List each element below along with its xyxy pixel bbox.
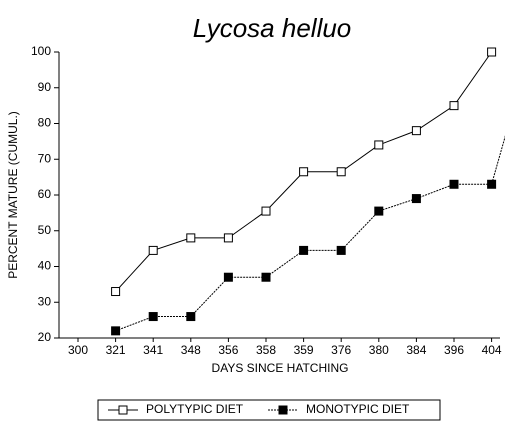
data-point: [487, 179, 497, 189]
x-tick-label: 384: [406, 343, 426, 357]
legend-marker: [278, 405, 288, 415]
data-point: [299, 245, 309, 255]
y-tick-label: 90: [38, 80, 52, 94]
legend-marker: [118, 405, 128, 415]
data-point: [186, 312, 196, 322]
legend-label: POLYTYPIC DIET: [146, 402, 244, 416]
data-point: [186, 233, 196, 243]
x-tick-label: 376: [331, 343, 351, 357]
x-tick-label: 404: [482, 343, 502, 357]
data-point: [449, 101, 459, 111]
x-tick-label: 396: [444, 343, 464, 357]
x-axis-label: DAYS SINCE HATCHING: [212, 361, 349, 375]
data-point: [261, 272, 271, 282]
x-tick-label: 358: [256, 343, 276, 357]
chart-title: Lycosa helluo: [193, 13, 352, 43]
data-point: [148, 245, 158, 255]
series-line: [115, 135, 505, 332]
data-point: [411, 194, 421, 204]
x-tick-label: 321: [106, 343, 126, 357]
y-tick-label: 20: [38, 330, 52, 344]
y-tick-label: 80: [38, 116, 52, 130]
data-point: [223, 272, 233, 282]
data-point: [374, 206, 384, 216]
legend-box: [97, 399, 441, 421]
x-tick-label: 380: [369, 343, 389, 357]
data-point: [411, 126, 421, 136]
data-point: [336, 245, 346, 255]
data-point: [111, 287, 121, 297]
x-tick-label: 348: [181, 343, 201, 357]
data-point: [111, 326, 121, 336]
y-axis-label: PERCENT MATURE (CUMUL.): [6, 111, 20, 279]
x-tick-label: 356: [218, 343, 238, 357]
x-tick-label: 359: [294, 343, 314, 357]
data-point: [374, 140, 384, 150]
x-tick-label: 341: [143, 343, 163, 357]
data-point: [449, 179, 459, 189]
y-tick-label: 50: [38, 223, 52, 237]
x-tick-label: 300: [68, 343, 88, 357]
data-point: [299, 167, 309, 177]
data-point: [261, 206, 271, 216]
data-point: [336, 167, 346, 177]
y-tick-label: 100: [31, 44, 51, 58]
y-tick-label: 60: [38, 187, 52, 201]
data-point: [148, 312, 158, 322]
y-tick-label: 30: [38, 294, 52, 308]
data-point: [223, 233, 233, 243]
y-tick-label: 40: [38, 259, 52, 273]
data-point: [487, 47, 497, 57]
y-tick-label: 70: [38, 151, 52, 165]
legend-label: MONOTYPIC DIET: [306, 402, 410, 416]
